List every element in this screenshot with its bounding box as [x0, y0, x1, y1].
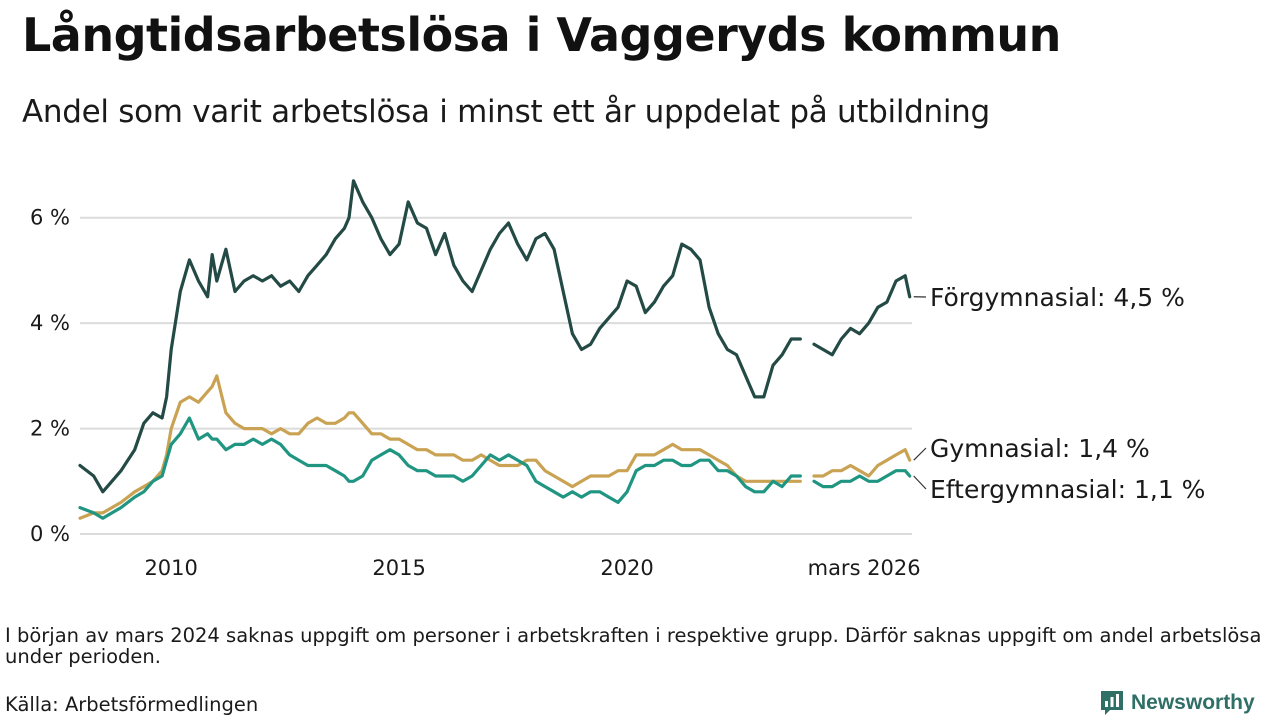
x-tick-label-2015: 2015 — [372, 556, 425, 580]
y-tick-label-4: 4 % — [30, 311, 70, 335]
brand-logo-group: Newsworthy — [1099, 688, 1255, 718]
footnote: I början av mars 2024 saknas uppgift om … — [5, 624, 1262, 668]
series-line-forgymnasial-segment-1 — [78, 179, 802, 494]
x-axis-ticks: 2010 2015 2020 mars 2026 — [144, 556, 920, 580]
chart-subtitle: Andel som varit arbetslösa i minst ett å… — [22, 94, 990, 130]
end-labels: Förgymnasial: 4,5 % Gymnasial: 1,4 % Efter… — [913, 283, 1205, 504]
y-tick-label-0: 0 % — [30, 522, 70, 546]
end-label-forgymnasial: Förgymnasial: 4,5 % — [930, 283, 1185, 312]
series-line-forgymnasial-segment-2 — [812, 274, 912, 357]
x-tick-label-mars-2026: mars 2026 — [808, 556, 921, 580]
series-line-eftergymnasial-segment-2 — [812, 469, 912, 489]
series-line-eftergymnasial-segment-1 — [78, 416, 802, 520]
leader-line-eftergymnasial — [913, 475, 927, 490]
grid-layer — [80, 216, 912, 535]
y-axis-ticks: 0 % 2 % 4 % 6 % — [30, 206, 70, 546]
series-line-gymnasial-segment-1 — [78, 374, 802, 520]
y-tick-label-6: 6 % — [30, 206, 70, 230]
newsworthy-logo-icon — [1101, 691, 1123, 715]
leader-line-gymnasial — [913, 447, 927, 461]
series-layer — [78, 179, 912, 520]
end-label-eftergymnasial: Eftergymnasial: 1,1 % — [930, 475, 1205, 504]
brand-name: Newsworthy — [1131, 691, 1255, 714]
end-label-gymnasial: Gymnasial: 1,4 % — [930, 434, 1150, 463]
x-tick-label-2020: 2020 — [600, 556, 653, 580]
series-line-gymnasial-segment-2 — [812, 448, 912, 478]
chart-title: Långtidsarbetslösa i Vaggeryds kommun — [22, 8, 1061, 62]
source-note: Källa: Arbetsförmedlingen — [5, 693, 259, 716]
x-tick-label-2010: 2010 — [144, 556, 197, 580]
y-tick-label-2: 2 % — [30, 417, 70, 441]
line-chart: 0 % 2 % 4 % 6 % 2010 2015 2020 mars 2026 Förgy… — [30, 179, 1205, 580]
